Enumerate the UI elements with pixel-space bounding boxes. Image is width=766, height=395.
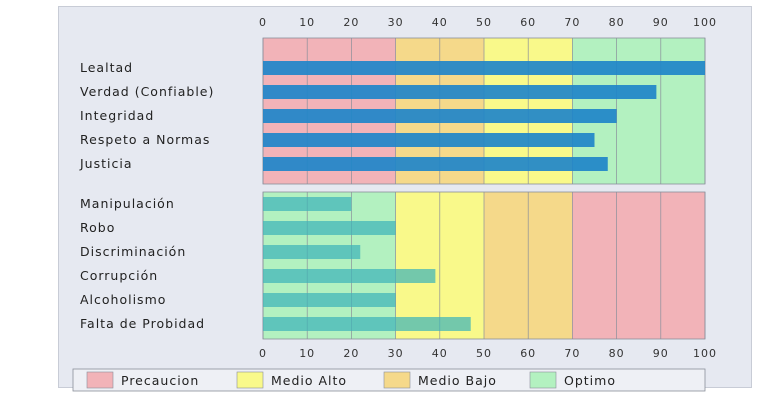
legend-label: Medio Alto (271, 373, 347, 388)
top-tick-label: 20 (343, 16, 359, 29)
bar (263, 61, 705, 75)
bottom-tick-label: 10 (299, 347, 315, 360)
bar (263, 157, 608, 171)
bar (263, 269, 436, 283)
top-tick-label: 100 (693, 16, 717, 29)
bottom-tick-label: 50 (476, 347, 492, 360)
bar (263, 85, 657, 99)
bottom-tick-label: 40 (432, 347, 448, 360)
category-label: Manipulación (80, 196, 175, 211)
top-tick-label: 40 (432, 16, 448, 29)
legend-swatch-optimo (529, 371, 557, 389)
panel-border (262, 191, 706, 340)
bar (263, 109, 617, 123)
bar (263, 133, 595, 147)
bottom-tick-label: 70 (564, 347, 580, 360)
top-tick-label: 70 (564, 16, 580, 29)
top-tick-label: 10 (299, 16, 315, 29)
category-label: Alcoholismo (80, 292, 166, 307)
top-tick-label: 0 (259, 16, 267, 29)
legend-swatch-precaucion (86, 371, 114, 389)
lower-chart-panel: Manipulación Robo Discriminación Corrupción… (80, 191, 706, 340)
category-label: Corrupción (80, 268, 158, 283)
top-tick-label: 50 (476, 16, 492, 29)
bottom-tick-label: 20 (343, 347, 359, 360)
legend: Precaucion Medio Alto Medio Bajo Optimo (72, 368, 706, 392)
bar (263, 197, 352, 211)
bottom-tick-label: 0 (259, 347, 267, 360)
top-tick-label: 30 (388, 16, 404, 29)
bottom-tick-label: 30 (388, 347, 404, 360)
bottom-tick-label: 100 (693, 347, 717, 360)
top-tick-label: 80 (609, 16, 625, 29)
legend-label: Optimo (564, 373, 616, 388)
legend-label: Precaucion (121, 373, 199, 388)
zone-band-optimo (263, 192, 396, 339)
category-label: Verdad (Confiable) (80, 84, 214, 99)
bar (263, 245, 361, 259)
bar (263, 317, 471, 331)
category-label: Lealtad (80, 60, 133, 75)
category-label: Justicia (79, 156, 133, 171)
category-label: Falta de Probidad (80, 316, 205, 331)
upper-chart-panel: Lealtad Verdad (Confiable) Integridad Respe… (79, 37, 706, 185)
bottom-tick-label: 60 (520, 347, 536, 360)
legend-swatch-medio-alto (236, 371, 264, 389)
category-label: Respeto a Normas (80, 132, 210, 147)
bottom-tick-label: 80 (609, 347, 625, 360)
legend-swatch-medio-bajo (383, 371, 411, 389)
bar (263, 293, 396, 307)
bottom-axis-ticks: 0 10 20 30 40 50 60 70 80 90 100 (259, 347, 717, 360)
zone-band-precaucion (572, 192, 705, 339)
top-axis-ticks: 0 10 20 30 40 50 60 70 80 90 100 (259, 16, 717, 29)
category-label: Integridad (80, 108, 154, 123)
category-label: Discriminación (80, 244, 186, 259)
legend-label: Medio Bajo (418, 373, 497, 388)
category-label: Robo (80, 220, 115, 235)
bar (263, 221, 396, 235)
top-tick-label: 90 (653, 16, 669, 29)
top-tick-label: 60 (520, 16, 536, 29)
bottom-tick-label: 90 (653, 347, 669, 360)
